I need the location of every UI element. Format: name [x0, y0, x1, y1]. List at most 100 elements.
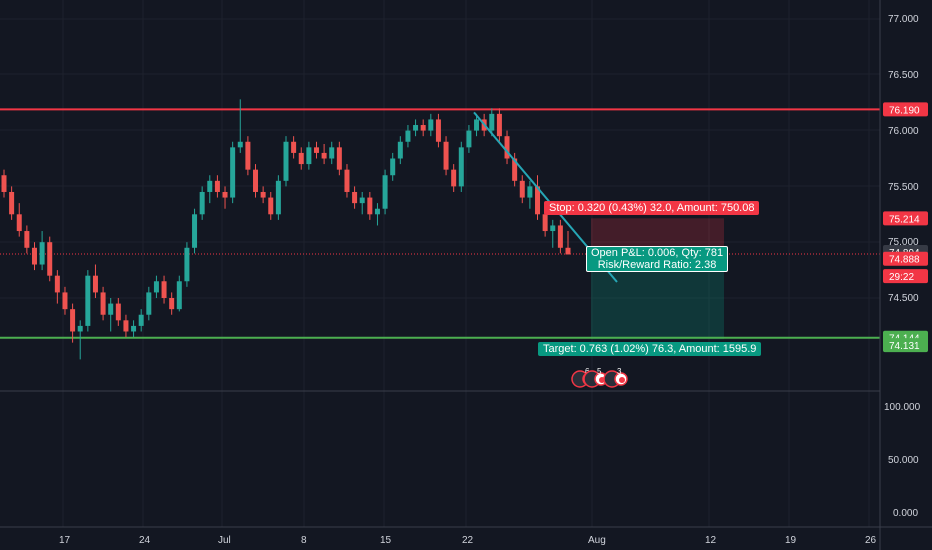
- candle: [31, 242, 37, 271]
- time-tick: 17: [59, 535, 71, 546]
- candle: [519, 175, 525, 204]
- volume-tick: 50.000: [888, 455, 919, 466]
- candle: [535, 175, 541, 220]
- candle: [527, 180, 533, 209]
- candle: [24, 225, 30, 254]
- time-tick: 8: [301, 535, 307, 546]
- candle: [344, 164, 350, 198]
- candle: [443, 136, 449, 176]
- svg-text:3: 3: [617, 367, 622, 376]
- svg-text:29:22: 29:22: [889, 272, 914, 283]
- horizontal-lines[interactable]: [0, 108, 880, 339]
- time-tick: 24: [139, 535, 151, 546]
- svg-text:75.214: 75.214: [889, 214, 920, 225]
- candle: [39, 231, 45, 271]
- candle: [298, 147, 304, 170]
- candle: [47, 236, 53, 282]
- candle: [557, 219, 563, 254]
- candle: [260, 186, 266, 204]
- time-tick: 12: [705, 535, 717, 546]
- candle: [382, 169, 388, 215]
- candle: [214, 175, 220, 198]
- price-tick: 75.000: [888, 237, 919, 248]
- candle: [565, 231, 571, 255]
- volume-axis[interactable]: 100.000 50.000 0.000: [884, 402, 921, 519]
- candle: [550, 219, 556, 248]
- price-axis-label: 29:22: [883, 269, 928, 284]
- time-tick: 15: [380, 535, 392, 546]
- pnl-label[interactable]: Open P&L: 0.006, Qty: 781 Risk/Reward Ra…: [586, 246, 729, 272]
- price-axis-labels: 76.19075.21474.89474.88829:2274.14474.13…: [883, 102, 928, 353]
- candle: [275, 175, 281, 220]
- time-tick: Jul: [218, 535, 231, 546]
- candle: [131, 320, 137, 338]
- candle: [390, 152, 396, 181]
- candle: [283, 136, 289, 187]
- candle: [237, 99, 243, 153]
- candle: [1, 169, 7, 198]
- candle: [352, 186, 358, 209]
- candle: [367, 191, 373, 220]
- candle: [85, 270, 91, 332]
- grid: [0, 0, 880, 527]
- svg-text:76.190: 76.190: [889, 105, 920, 116]
- stop-label[interactable]: Stop: 0.320 (0.43%) 32.0, Amount: 750.08: [544, 201, 760, 215]
- target-text: Target: 0.763 (1.02%) 76.3, Amount: 1595…: [543, 343, 757, 355]
- candle: [474, 113, 480, 137]
- candle: [207, 175, 213, 204]
- candle: [268, 191, 274, 220]
- candle: [489, 108, 495, 137]
- candle: [253, 164, 259, 198]
- price-tick: 75.500: [888, 182, 919, 193]
- time-tick: 26: [865, 535, 877, 546]
- volume-tick: 0.000: [893, 508, 918, 519]
- candle: [222, 186, 228, 209]
- candle: [413, 119, 419, 137]
- candle: [169, 292, 175, 315]
- candle: [466, 125, 472, 153]
- candle: [161, 275, 167, 304]
- price-axis[interactable]: 77.000 76.500 76.000 75.500 75.000 74.50…: [888, 14, 919, 304]
- candle: [62, 286, 68, 315]
- candle: [428, 113, 434, 137]
- candle: [504, 130, 510, 165]
- target-label[interactable]: Target: 0.763 (1.02%) 76.3, Amount: 1595…: [538, 342, 762, 356]
- time-tick: Aug: [588, 535, 606, 546]
- stop-text: Stop: 0.320 (0.43%) 32.0, Amount: 750.08: [549, 202, 755, 214]
- time-axis[interactable]: 17 24 Jul 8 15 22 Aug 12 19 26: [59, 535, 877, 546]
- candle: [420, 119, 426, 137]
- price-axis-label: 76.190: [883, 102, 928, 117]
- time-tick: 19: [785, 535, 797, 546]
- candle: [123, 314, 129, 338]
- price-tick: 76.500: [888, 70, 919, 81]
- candle: [306, 141, 312, 170]
- price-axis-label: 74.888: [883, 251, 928, 266]
- price-tick: 77.000: [888, 14, 919, 25]
- pnl-text: Open P&L: 0.006, Qty: 781: [591, 247, 724, 259]
- svg-text:74.131: 74.131: [889, 341, 920, 352]
- candle: [138, 309, 144, 332]
- candles: [1, 99, 571, 360]
- price-tick: 76.000: [888, 126, 919, 137]
- candle: [16, 203, 22, 237]
- candle: [92, 264, 98, 298]
- candle: [435, 113, 441, 148]
- candle: [374, 203, 380, 226]
- time-tick: 22: [462, 535, 474, 546]
- candle: [176, 275, 182, 312]
- candle: [321, 143, 327, 165]
- position-zones: [591, 218, 724, 340]
- candle: [336, 141, 342, 176]
- price-axis-label: 75.214: [883, 211, 928, 226]
- candle: [192, 208, 198, 254]
- risk-reward-text: Risk/Reward Ratio: 2.38: [597, 259, 717, 271]
- svg-text:5: 5: [597, 367, 602, 376]
- candle: [458, 141, 464, 192]
- candle: [115, 298, 121, 326]
- candle: [291, 136, 297, 159]
- candle: [153, 275, 159, 298]
- candle: [54, 270, 60, 304]
- candle: [359, 191, 365, 215]
